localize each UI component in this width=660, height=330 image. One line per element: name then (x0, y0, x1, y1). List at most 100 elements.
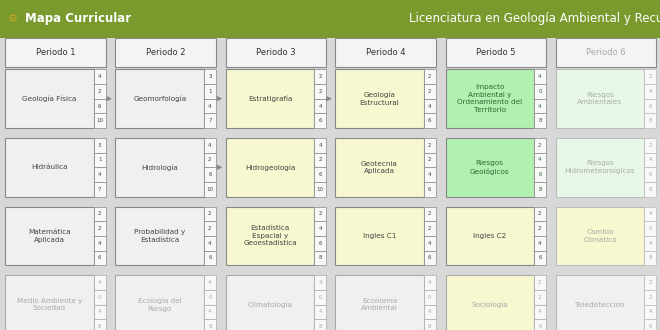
Text: 6: 6 (428, 187, 432, 192)
FancyBboxPatch shape (534, 236, 546, 251)
FancyBboxPatch shape (534, 138, 546, 152)
FancyBboxPatch shape (115, 38, 216, 67)
Text: 8: 8 (648, 187, 652, 192)
Text: 3: 3 (98, 143, 102, 148)
FancyBboxPatch shape (5, 69, 94, 128)
Text: 2: 2 (538, 280, 542, 285)
FancyBboxPatch shape (534, 167, 546, 182)
FancyBboxPatch shape (335, 207, 424, 265)
FancyBboxPatch shape (314, 167, 326, 182)
Text: Ecología del
Riesgo: Ecología del Riesgo (138, 298, 182, 312)
Text: 4: 4 (428, 172, 432, 177)
FancyBboxPatch shape (94, 319, 106, 330)
FancyBboxPatch shape (534, 113, 546, 128)
FancyBboxPatch shape (424, 84, 436, 99)
Text: Mapa Curricular: Mapa Curricular (25, 13, 131, 25)
Text: 8: 8 (98, 324, 102, 329)
Text: 2: 2 (428, 143, 432, 148)
FancyBboxPatch shape (204, 319, 216, 330)
FancyBboxPatch shape (424, 69, 436, 84)
Text: Ingles C2: Ingles C2 (473, 233, 506, 239)
FancyBboxPatch shape (446, 69, 534, 128)
Text: 7: 7 (98, 187, 102, 192)
FancyBboxPatch shape (556, 207, 644, 265)
Text: 4: 4 (208, 310, 212, 314)
FancyBboxPatch shape (0, 0, 660, 38)
FancyBboxPatch shape (314, 305, 326, 319)
FancyBboxPatch shape (424, 167, 436, 182)
FancyBboxPatch shape (5, 207, 94, 265)
Text: Impacto
Ambiental y
Ordenamiento del
Territorio: Impacto Ambiental y Ordenamiento del Ter… (457, 84, 522, 113)
Text: 6: 6 (318, 241, 322, 246)
Text: 2: 2 (98, 89, 102, 94)
Text: 4: 4 (318, 226, 322, 231)
Text: 2: 2 (318, 89, 322, 94)
FancyBboxPatch shape (204, 182, 216, 197)
Text: 6: 6 (648, 104, 652, 109)
FancyBboxPatch shape (204, 221, 216, 236)
FancyBboxPatch shape (534, 207, 546, 221)
FancyBboxPatch shape (644, 305, 656, 319)
Text: 4: 4 (538, 310, 542, 314)
Text: Riesgos
Geológicos: Riesgos Geológicos (470, 160, 510, 175)
FancyBboxPatch shape (644, 138, 656, 152)
FancyBboxPatch shape (204, 69, 216, 84)
FancyBboxPatch shape (424, 207, 436, 221)
Text: 4: 4 (428, 280, 432, 285)
Text: 6: 6 (538, 324, 542, 329)
FancyBboxPatch shape (5, 275, 94, 330)
FancyBboxPatch shape (446, 275, 534, 330)
Text: 0: 0 (538, 89, 542, 94)
Text: 2: 2 (318, 157, 322, 162)
Text: 2: 2 (428, 89, 432, 94)
FancyBboxPatch shape (314, 182, 326, 197)
FancyBboxPatch shape (314, 319, 326, 330)
Text: 4: 4 (318, 310, 322, 314)
FancyBboxPatch shape (204, 138, 216, 152)
FancyBboxPatch shape (204, 84, 216, 99)
FancyBboxPatch shape (424, 113, 436, 128)
FancyBboxPatch shape (204, 275, 216, 290)
FancyBboxPatch shape (226, 275, 314, 330)
FancyBboxPatch shape (644, 99, 656, 113)
FancyBboxPatch shape (556, 275, 644, 330)
FancyBboxPatch shape (644, 319, 656, 330)
Text: 2: 2 (648, 143, 652, 148)
Text: 4: 4 (98, 280, 102, 285)
Text: 10: 10 (96, 118, 103, 123)
Text: 2: 2 (648, 295, 652, 300)
FancyBboxPatch shape (226, 38, 326, 67)
FancyBboxPatch shape (115, 138, 204, 197)
Text: 6: 6 (538, 255, 542, 260)
FancyBboxPatch shape (644, 152, 656, 167)
FancyBboxPatch shape (226, 207, 314, 265)
FancyBboxPatch shape (314, 138, 326, 152)
FancyBboxPatch shape (534, 319, 546, 330)
FancyBboxPatch shape (314, 113, 326, 128)
Text: 2: 2 (318, 74, 322, 79)
Text: 2: 2 (208, 157, 212, 162)
FancyBboxPatch shape (534, 69, 546, 84)
Text: 4: 4 (208, 241, 212, 246)
Text: 2: 2 (208, 226, 212, 231)
Text: 6: 6 (538, 172, 542, 177)
FancyBboxPatch shape (94, 251, 106, 265)
FancyBboxPatch shape (314, 251, 326, 265)
FancyBboxPatch shape (534, 152, 546, 167)
Text: 8: 8 (538, 118, 542, 123)
FancyBboxPatch shape (335, 38, 436, 67)
Text: 6: 6 (98, 104, 102, 109)
FancyBboxPatch shape (226, 138, 314, 197)
FancyBboxPatch shape (424, 305, 436, 319)
Text: 8: 8 (648, 255, 652, 260)
Text: 4: 4 (318, 104, 322, 109)
FancyBboxPatch shape (94, 275, 106, 290)
Text: 4: 4 (428, 310, 432, 314)
FancyBboxPatch shape (94, 99, 106, 113)
Text: 0: 0 (98, 295, 102, 300)
Text: 2: 2 (428, 212, 432, 216)
FancyBboxPatch shape (424, 221, 436, 236)
FancyBboxPatch shape (644, 167, 656, 182)
FancyBboxPatch shape (94, 84, 106, 99)
FancyBboxPatch shape (226, 69, 314, 128)
